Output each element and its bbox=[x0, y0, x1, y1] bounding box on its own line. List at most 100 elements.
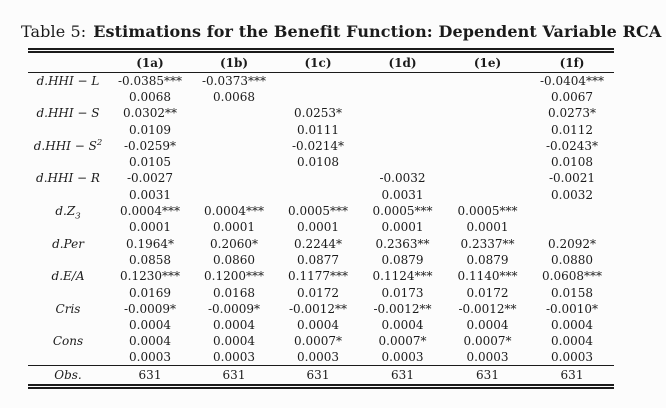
se-cell bbox=[192, 121, 276, 137]
coef-cell: 0.1177*** bbox=[288, 269, 348, 284]
coef-cell bbox=[192, 138, 276, 154]
coef-cell bbox=[360, 105, 445, 121]
coef-cell: 0.0005*** bbox=[288, 204, 348, 219]
coef-cell: 0.2363** bbox=[375, 236, 430, 251]
obs-value: 631 bbox=[138, 368, 162, 383]
column-header: (1d) bbox=[388, 55, 417, 70]
se-cell bbox=[360, 121, 445, 137]
se-cell: 0.0001 bbox=[129, 220, 171, 235]
se-row: 0.0004 0.0004 0.0004 0.0004 0.0004 0.0004 bbox=[28, 317, 614, 333]
column-header: (1a) bbox=[136, 55, 164, 70]
se-cell: 0.0880 bbox=[551, 252, 593, 267]
coef-cell: 0.0253* bbox=[294, 106, 342, 121]
coef-cell: 0.1140*** bbox=[457, 269, 518, 284]
table-caption-title: Estimations for the Benefit Function: De… bbox=[93, 22, 662, 41]
se-cell: 0.0004 bbox=[129, 318, 171, 333]
coef-cell: 0.0007* bbox=[463, 334, 512, 349]
coef-cell: -0.0009* bbox=[123, 301, 177, 316]
coef-row: d.Z3 0.0004*** 0.0004*** 0.0005*** 0.0005***… bbox=[28, 203, 614, 219]
row-label-spacer bbox=[28, 317, 108, 333]
coef-cell: 0.0004*** bbox=[204, 204, 264, 219]
coef-cell: 0.0007* bbox=[294, 334, 342, 349]
row-label: Cons bbox=[52, 334, 84, 349]
se-cell: 0.0003 bbox=[213, 350, 255, 365]
obs-value: 631 bbox=[222, 368, 246, 383]
obs-row: Obs. 631 631 631 631 631 631 bbox=[28, 365, 614, 387]
coef-cell: -0.0027 bbox=[126, 171, 174, 186]
coef-cell: 0.0004 bbox=[551, 334, 593, 349]
se-row: 0.0001 0.0001 0.0001 0.0001 0.0001 bbox=[28, 219, 614, 235]
row-label-spacer bbox=[28, 121, 108, 137]
coef-cell: 0.1124*** bbox=[372, 269, 433, 284]
se-cell: 0.0004 bbox=[213, 318, 255, 333]
coef-cell: 0.0004 bbox=[129, 334, 171, 349]
column-header: (1f) bbox=[559, 55, 585, 70]
se-cell bbox=[276, 89, 360, 105]
se-cell: 0.0112 bbox=[551, 122, 593, 137]
corner-cell bbox=[28, 51, 108, 73]
row-label: d.Per bbox=[52, 236, 84, 251]
se-cell: 0.0109 bbox=[129, 122, 171, 137]
row-label-spacer bbox=[28, 154, 108, 170]
coef-cell: -0.0012** bbox=[458, 301, 517, 316]
row-label: d.HHI − S2 bbox=[33, 137, 103, 153]
se-cell: 0.0004 bbox=[551, 318, 593, 333]
se-cell: 0.0108 bbox=[551, 155, 593, 170]
se-cell: 0.0169 bbox=[129, 285, 171, 300]
obs-value: 631 bbox=[476, 368, 499, 383]
coef-cell: -0.0243* bbox=[545, 138, 599, 153]
se-row: 0.0169 0.0168 0.0172 0.0173 0.0172 0.0158 bbox=[28, 284, 614, 300]
row-label: d.HHI − R bbox=[36, 171, 100, 186]
coef-cell: -0.0259* bbox=[123, 138, 177, 153]
coef-cell: 0.0302** bbox=[123, 106, 177, 121]
se-cell: 0.0879 bbox=[466, 252, 509, 267]
table-body: d.HHI − L -0.0385*** -0.0373*** -0.0404*** 0… bbox=[28, 73, 614, 366]
se-cell: 0.0172 bbox=[297, 285, 339, 300]
se-cell: 0.0108 bbox=[297, 155, 339, 170]
se-row: 0.0858 0.0860 0.0877 0.0879 0.0879 0.0880 bbox=[28, 252, 614, 268]
coef-cell bbox=[192, 105, 276, 121]
table-footer: Obs. 631 631 631 631 631 631 bbox=[28, 365, 614, 387]
se-cell: 0.0001 bbox=[297, 220, 339, 235]
se-cell: 0.0158 bbox=[551, 285, 593, 300]
se-cell: 0.0004 bbox=[466, 318, 509, 333]
results-table: (1a) (1b) (1c) (1d) (1e) (1f) d.HHI − L -0.038… bbox=[28, 48, 614, 390]
se-cell: 0.0031 bbox=[381, 187, 424, 202]
se-cell bbox=[360, 89, 445, 105]
se-cell bbox=[192, 187, 276, 203]
coef-cell: -0.0373*** bbox=[201, 73, 267, 88]
se-cell: 0.0879 bbox=[381, 252, 424, 267]
coef-cell bbox=[445, 138, 530, 154]
se-cell bbox=[445, 187, 530, 203]
coef-cell: 0.0273* bbox=[548, 106, 596, 121]
coef-cell bbox=[445, 73, 530, 89]
se-cell: 0.0001 bbox=[213, 220, 255, 235]
column-header: (1b) bbox=[219, 55, 249, 70]
coef-cell: 0.2244* bbox=[294, 236, 342, 251]
se-cell: 0.0172 bbox=[466, 285, 509, 300]
obs-label: Obs. bbox=[54, 368, 82, 383]
se-cell: 0.0003 bbox=[297, 350, 339, 365]
coef-cell: 0.0007* bbox=[378, 334, 427, 349]
coef-cell: -0.0032 bbox=[379, 171, 426, 186]
obs-value: 631 bbox=[306, 368, 330, 383]
obs-value: 631 bbox=[391, 368, 414, 383]
coef-row: Cons 0.0004 0.0004 0.0007* 0.0007* 0.0007* 0.0… bbox=[28, 333, 614, 349]
row-label-spacer bbox=[28, 252, 108, 268]
coef-row: d.HHI − S2 -0.0259* -0.0214* -0.0243* bbox=[28, 138, 614, 154]
coef-cell bbox=[445, 170, 530, 186]
coef-row: d.HHI − R -0.0027 -0.0032 -0.0021 bbox=[28, 170, 614, 186]
coef-cell bbox=[360, 138, 445, 154]
coef-cell: -0.0021 bbox=[548, 171, 596, 186]
coef-row: d.Per 0.1964* 0.2060* 0.2244* 0.2363** 0.2337… bbox=[28, 235, 614, 251]
row-label-spacer bbox=[28, 350, 108, 366]
se-cell: 0.0031 bbox=[129, 187, 171, 202]
se-cell bbox=[276, 187, 360, 203]
column-header: (1e) bbox=[473, 55, 502, 70]
se-cell: 0.0003 bbox=[551, 350, 593, 365]
se-cell bbox=[192, 154, 276, 170]
se-cell: 0.0003 bbox=[381, 350, 424, 365]
se-cell: 0.0105 bbox=[129, 155, 171, 170]
se-cell: 0.0068 bbox=[213, 89, 255, 104]
